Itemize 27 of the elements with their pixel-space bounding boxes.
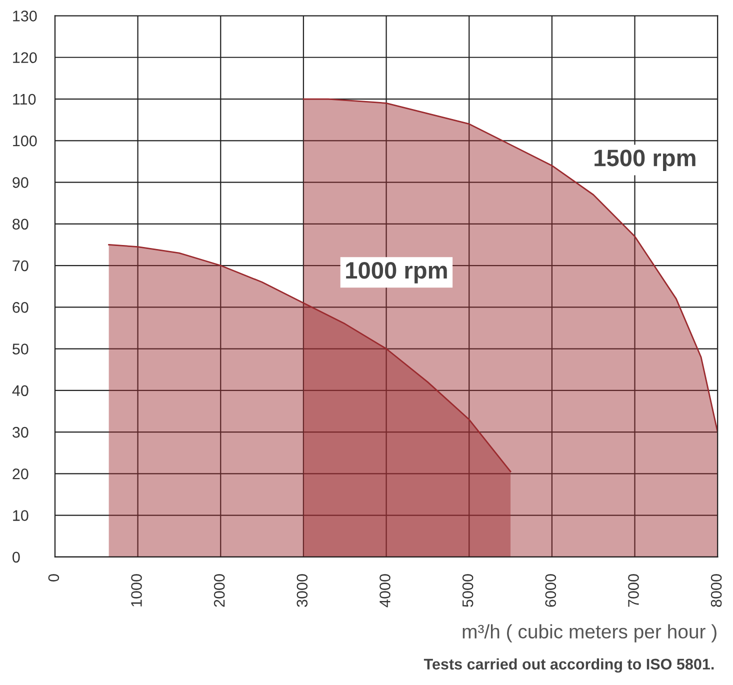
y-tick-label: 40	[12, 385, 28, 396]
x-tick-label: 1000	[131, 574, 142, 606]
x-tick-label: 7000	[628, 574, 639, 607]
y-tick-label: 50	[12, 344, 28, 354]
x-tick-label: 6000	[545, 574, 556, 607]
series-label: 1500 rpm	[594, 150, 696, 171]
y-tick-label: 120	[13, 52, 37, 64]
x-tick-label: 3000	[296, 574, 308, 607]
y-tick-label: 80	[12, 218, 28, 230]
y-tick-label: 0	[12, 552, 20, 563]
y-tick-label: 60	[12, 302, 28, 313]
y-tick-label: 70	[12, 260, 28, 272]
y-tick-label: 100	[13, 136, 37, 146]
x-tick-label: 5000	[462, 574, 474, 607]
x-tick-label: 8000	[710, 574, 722, 607]
y-tick-label: 130	[13, 10, 37, 22]
y-tick-label: 20	[12, 468, 28, 480]
x-tick-label: 4000	[380, 574, 390, 608]
x-tick-label: 0	[48, 574, 60, 582]
x-axis-title: m³/h ( cubic meters per hour )	[462, 624, 716, 642]
text: Tests carried out according to ISO 5801.	[424, 658, 714, 673]
y-tick-label: 90	[12, 177, 28, 188]
y-tick-label: 110	[13, 94, 36, 105]
y-tick-label: 10	[13, 510, 28, 521]
series-label: 1000 rpm	[346, 262, 447, 284]
y-tick-label: 30	[12, 426, 28, 438]
x-tick-label: 2000	[214, 574, 225, 607]
